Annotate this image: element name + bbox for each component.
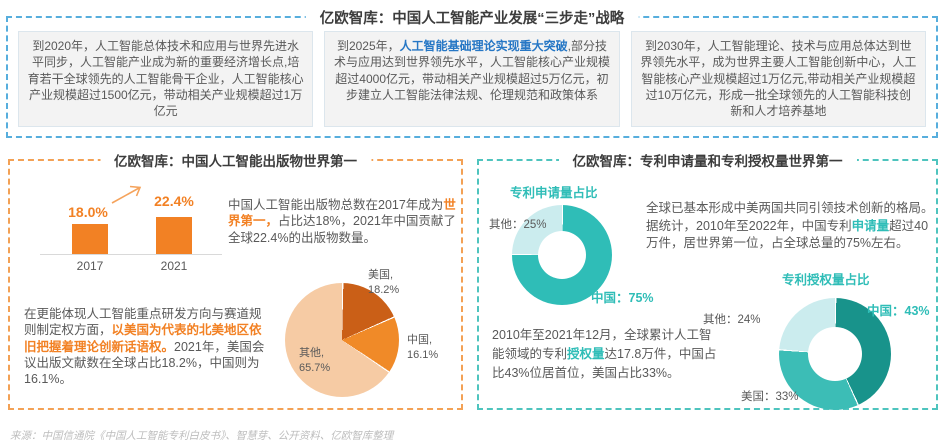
bar-2017 (72, 224, 108, 254)
strategy-box-2020: 到2020年，人工智能总体技术和应用与世界先进水平同步，人工智能产业成为新的重要… (18, 31, 314, 127)
pie-label-name: 美国, (368, 269, 394, 281)
pie-label-us: 美国, 18.2% (368, 268, 399, 298)
publications-bar-chart: 18.0% 22.4% 2017 2021 (38, 183, 228, 273)
publications-paragraph-1: 中国人工智能出版物总数在2017年成为世界第一，占比达18%，2021年中国贡献… (228, 197, 462, 246)
pie-label-name: 中国, (407, 334, 433, 346)
patent-grants-donut-title: 专利授权量占比 (782, 273, 870, 287)
para-text: 超过40万件，居世界第一位，占全球总量的75%左右。 (646, 218, 929, 251)
box-text: 到2020年，人工智能总体技术和应用与世界先进水平同步，人工智能产业成为新的重要… (27, 39, 304, 119)
publications-section: 亿欧智库：中国人工智能出版物世界第一 18.0% 22.4% 2017 2021… (8, 150, 463, 410)
strategy-title: 亿欧智库：中国人工智能产业发展“三步走”战略 (305, 7, 639, 28)
strategy-box-2030: 到2030年，人工智能理论、技术与应用总体达到世界领先水平，成为世界主要人工智能… (630, 31, 926, 127)
bar-category-2017: 2017 (76, 259, 104, 273)
patents-paragraph-2: 2010年至2021年12月，全球累计人工智能领域的专利授权量达17.8万件，中… (492, 326, 720, 382)
strategy-section: 亿欧智库：中国人工智能产业发展“三步走”战略 到2020年，人工智能总体技术和应… (6, 7, 938, 138)
patents-paragraph-1: 全球已基本形成中美两国共同引领技术创新的格局。据统计，2010年至2022年，中… (646, 200, 934, 253)
pie-label-value: 65.7% (299, 361, 331, 374)
patent-applications-donut-chart (512, 205, 612, 305)
patents-section: 亿欧智库：专利申请量和专利授权量世界第一 专利申请量占比 其他：25% 中国：7… (477, 150, 938, 410)
publications-title: 亿欧智库：中国人工智能出版物世界第一 (100, 150, 371, 170)
patents-title: 亿欧智库：专利申请量和专利授权量世界第一 (558, 150, 857, 170)
para-highlight: 授权量 (567, 346, 605, 361)
pie-label-other: 其他, 65.7% (299, 346, 330, 376)
box-text: ,部分技术与应用达到世界领先水平，人工智能核心产业规模超过4000亿元，带动相关… (333, 39, 610, 102)
bar-2021 (156, 217, 192, 254)
applications-legend-china: 中国：75% (591, 291, 654, 305)
grants-legend-us: 美国：33% (741, 391, 799, 403)
pie-label-value: 18.2% (368, 283, 400, 296)
box-text: 到2030年，人工智能理论、技术与应用总体达到世界领先水平，成为世界主要人工智能… (640, 39, 917, 119)
para-highlight: 世界第一， (228, 198, 456, 229)
bar-category-2021: 2021 (160, 259, 188, 273)
para-highlight: 以美国为代表的北美地区依旧把握着理论创新话语权。 (24, 323, 262, 354)
bar-value-label-2017: 18.0% (68, 204, 108, 220)
para-text: 全球已基本形成中美两国共同引领技术创新的格局。据统计，2010年至2022年，中… (646, 201, 934, 233)
para-text: 在更能体现人工智能重点研发方向与赛道规则制定权方面， (24, 307, 262, 338)
strategy-boxes: 到2020年，人工智能总体技术和应用与世界先进水平同步，人工智能产业成为新的重要… (8, 18, 936, 127)
patent-grants-donut-chart (779, 298, 891, 410)
box-text: 到2025年， (336, 39, 400, 53)
para-highlight: 申请量 (851, 218, 890, 233)
pie-label-name: 其他, (299, 347, 325, 359)
strategy-box-2025: 到2025年，人工智能基础理论实现重大突破,部分技术与应用达到世界领先水平，人工… (324, 31, 620, 127)
para-text: 达17.8万件，中国占比43%位居首位，美国占比33%。 (492, 346, 717, 380)
para-text: 中国人工智能出版物总数在2017年成为 (228, 198, 444, 212)
grants-legend-other: 其他：24% (703, 314, 761, 326)
applications-legend-other: 其他：25% (489, 219, 547, 231)
pie-label-china: 中国, 16.1% (407, 333, 438, 363)
para-text: 2010年至2021年12月，全球累计人工智能领域的专利 (492, 328, 712, 361)
box-highlight: 人工智能基础理论实现重大突破 (399, 39, 568, 53)
para-text: 占比达18%，2021年中国贡献了全球22.4%的出版物数量。 (228, 214, 456, 245)
publications-paragraph-2: 在更能体现人工智能重点研发方向与赛道规则制定权方面，以美国为代表的北美地区依旧把… (24, 306, 266, 387)
growth-arrow-icon (111, 185, 142, 204)
para-text: 2021年，美国会议出版文献数在全球占比18.2%，中国则为16.1%。 (24, 339, 265, 387)
x-axis-line (40, 254, 222, 255)
source-note: 来源：中国信通院《中国人工智能专利白皮书》、智慧芽、公开资料、亿欧智库整理 (10, 430, 394, 442)
publications-pie-chart (285, 283, 399, 397)
patent-applications-donut-title: 专利申请量占比 (510, 186, 598, 200)
pie-label-value: 16.1% (407, 348, 439, 361)
bar-value-label-2021: 22.4% (154, 193, 194, 209)
grants-legend-china: 中国：43% (867, 304, 930, 318)
